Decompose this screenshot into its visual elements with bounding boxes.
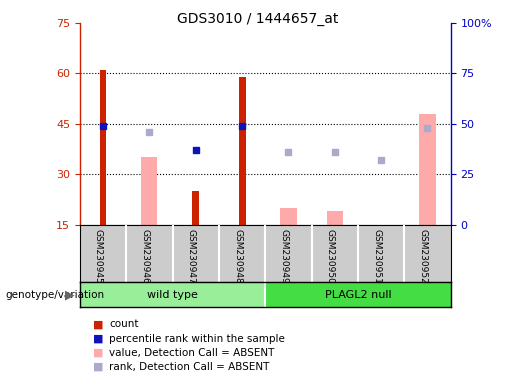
Bar	[419, 114, 436, 225]
Bar	[192, 191, 199, 225]
Text: ■: ■	[93, 334, 103, 344]
Text: count: count	[109, 319, 139, 329]
Text: GSM230945: GSM230945	[94, 229, 103, 284]
Text: wild type: wild type	[147, 290, 198, 300]
Text: ■: ■	[93, 319, 103, 329]
Text: ▶: ▶	[65, 288, 75, 301]
Text: GSM230952: GSM230952	[419, 229, 427, 284]
Text: value, Detection Call = ABSENT: value, Detection Call = ABSENT	[109, 348, 274, 358]
Text: ■: ■	[93, 362, 103, 372]
Bar	[265, 282, 451, 307]
Bar	[80, 282, 265, 307]
Bar	[99, 70, 107, 225]
Text: GSM230946: GSM230946	[141, 229, 149, 284]
Text: GSM230949: GSM230949	[280, 229, 288, 284]
Bar	[141, 157, 158, 225]
Bar	[327, 211, 343, 225]
Text: ■: ■	[93, 348, 103, 358]
Text: GSM230950: GSM230950	[326, 229, 335, 284]
Bar	[373, 225, 389, 228]
Text: GDS3010 / 1444657_at: GDS3010 / 1444657_at	[177, 12, 338, 25]
Text: GSM230951: GSM230951	[372, 229, 381, 284]
Text: percentile rank within the sample: percentile rank within the sample	[109, 334, 285, 344]
Bar	[238, 77, 246, 225]
Text: rank, Detection Call = ABSENT: rank, Detection Call = ABSENT	[109, 362, 269, 372]
Text: PLAGL2 null: PLAGL2 null	[324, 290, 391, 300]
Text: genotype/variation: genotype/variation	[5, 290, 104, 300]
Text: GSM230947: GSM230947	[187, 229, 196, 284]
Text: GSM230948: GSM230948	[233, 229, 242, 284]
Bar	[280, 208, 297, 225]
